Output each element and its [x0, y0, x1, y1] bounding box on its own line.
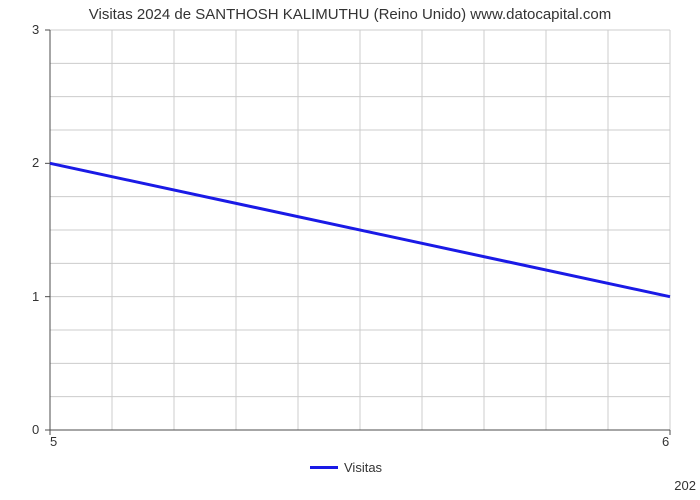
legend-label: Visitas: [344, 460, 382, 475]
x-tick-label: 5: [50, 434, 57, 449]
chart-title: Visitas 2024 de SANTHOSH KALIMUTHU (Rein…: [0, 6, 700, 23]
chart-plot-area: [50, 30, 670, 430]
x-tick-label: 6: [662, 434, 669, 449]
y-tick-label: 3: [32, 22, 39, 37]
chart-legend: Visitas: [310, 460, 382, 475]
chart-svg: [50, 30, 670, 430]
legend-line-icon: [310, 466, 338, 469]
y-tick-label: 0: [32, 422, 39, 437]
y-tick-label: 2: [32, 155, 39, 170]
secondary-label: 202: [674, 478, 696, 493]
y-tick-label: 1: [32, 289, 39, 304]
